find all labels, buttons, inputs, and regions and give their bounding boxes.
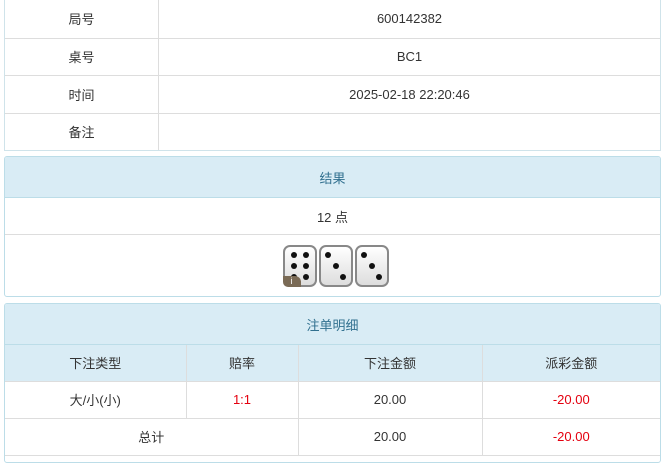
info-row-round: 局号 600142382 [5, 0, 660, 38]
bet-amount: 20.00 [297, 381, 482, 419]
header-bet-type: 下注类型 [5, 345, 186, 382]
result-panel: 结果 12 点 i [4, 156, 661, 297]
info-row-time: 时间 2025-02-18 22:20:46 [5, 75, 660, 113]
die-pip [290, 252, 297, 259]
header-bet-amount: 下注金额 [297, 345, 482, 382]
die-6-icon: i [282, 245, 317, 287]
result-title: 结果 [5, 157, 660, 198]
header-odds: 赔率 [185, 345, 298, 382]
die-pip [290, 263, 297, 269]
bet-details-panel: 注单明细 下注类型 赔率 下注金额 派彩金额 大/小(小) 1:1 20.00 … [4, 303, 661, 463]
table-row: 大/小(小) 1:1 20.00 -20.00 [5, 381, 660, 419]
dice-row: i [5, 235, 660, 296]
die-pip [302, 252, 309, 259]
die-pip [376, 273, 382, 280]
die-3-icon [354, 245, 389, 287]
bet-details-title: 注单明细 [5, 304, 660, 345]
label: 备注 [5, 113, 159, 150]
odds: 1:1 [185, 381, 298, 419]
time-value: 2025-02-18 22:20:46 [349, 86, 470, 102]
label: 时间 [5, 76, 159, 113]
die-pip [361, 252, 367, 259]
total-payout: -20.00 [481, 418, 660, 456]
info-badge-icon: i [282, 276, 301, 287]
info-row-remark: 备注 [5, 112, 660, 151]
bet-type: 大/小(小) [5, 381, 186, 419]
die-pip [340, 273, 346, 280]
die-pip [302, 263, 309, 269]
remark-value [159, 114, 660, 151]
die-3-icon [318, 245, 353, 287]
die-pip [302, 273, 309, 280]
table-number: BC1 [396, 49, 423, 65]
die-pip [368, 263, 375, 269]
total-amount: 20.00 [297, 418, 482, 456]
table-header-row: 下注类型 赔率 下注金额 派彩金额 [5, 345, 660, 382]
payout: -20.00 [481, 381, 660, 419]
round-info-table: 局号 600142382 桌号 BC1 时间 2025-02-18 22:20:46 … [4, 0, 661, 151]
die-pip [332, 263, 339, 269]
total-row: 总计 20.00 -20.00 [5, 418, 660, 456]
total-label: 总计 [5, 418, 298, 456]
label: 局号 [5, 0, 159, 38]
result-points: 12 点 [5, 198, 660, 235]
header-payout: 派彩金额 [481, 345, 660, 382]
label: 桌号 [5, 38, 159, 75]
round-number: 600142382 [376, 11, 443, 27]
bet-table: 下注类型 赔率 下注金额 派彩金额 大/小(小) 1:1 20.00 -20.0… [5, 345, 660, 456]
die-pip [325, 252, 331, 259]
info-row-table: 桌号 BC1 [5, 37, 660, 75]
